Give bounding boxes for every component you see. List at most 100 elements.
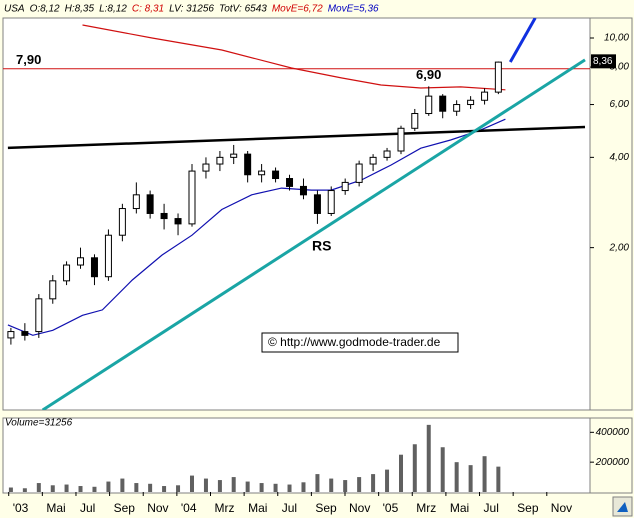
header-item: TotV: 6543 <box>219 4 267 15</box>
header: USA O:8,12 H:8,35 L:8,12 C: 8,31 LV: 31256 Tot… <box>4 4 379 15</box>
volume-bar <box>217 480 222 492</box>
volume-bar <box>399 454 404 492</box>
x-tick-label: Nov <box>147 501 168 515</box>
candle-body <box>383 150 391 158</box>
candle-body <box>90 257 98 278</box>
volume-bar <box>371 474 376 492</box>
volume-panel <box>2 417 591 494</box>
y-tick-label: 6,00 <box>610 99 630 110</box>
x-tick-label: '03 <box>13 501 29 515</box>
candle-body <box>146 194 154 214</box>
trendline <box>508 18 537 63</box>
candle-body <box>494 61 502 93</box>
candle-body <box>313 194 321 214</box>
candle-body <box>453 104 461 112</box>
x-tick-label: Mai <box>450 501 469 515</box>
volume-axis-panel <box>589 417 633 494</box>
trendline <box>41 58 586 410</box>
volume-bar <box>92 486 97 492</box>
candle-body <box>439 95 447 112</box>
y-tick-label: 4,00 <box>610 152 630 163</box>
volume-bar <box>162 486 167 492</box>
scroll-icon <box>617 502 628 512</box>
y-tick-label: 10,00 <box>604 33 629 44</box>
candle-body <box>286 178 294 187</box>
header-item: MovE=5,36 <box>328 4 379 15</box>
candle-body <box>341 181 349 192</box>
y-tick-label: 2,00 <box>609 242 630 253</box>
x-tick-label: Mrz <box>416 501 436 515</box>
moving-average <box>7 118 506 336</box>
plot-area <box>3 18 590 410</box>
y-tick-label: 8,00 <box>610 62 630 73</box>
candle-body <box>216 156 224 165</box>
candle-body <box>467 99 475 106</box>
price-axis-panel <box>589 17 633 411</box>
last-price-label: 8,36 <box>593 56 613 67</box>
x-tick-label: Sep <box>517 501 539 515</box>
x-tick-label: Nov <box>349 501 370 515</box>
header-item: H:8,35 <box>65 4 95 15</box>
candle-body <box>132 194 140 210</box>
volume-bar <box>120 478 125 492</box>
volume-bar <box>412 444 417 492</box>
candle-body <box>425 95 433 115</box>
volume-bar <box>64 484 69 492</box>
hline-label: 7,90 <box>16 52 41 67</box>
volume-bar <box>482 456 487 492</box>
volume-bar <box>385 469 390 492</box>
volume-tick-label: 200000 <box>595 457 630 468</box>
candle-body <box>77 257 85 266</box>
moving-average <box>82 24 506 91</box>
header-item: LV: 31256 <box>169 4 214 15</box>
volume-bar <box>8 487 13 492</box>
volume-bar <box>189 475 194 492</box>
x-tick-label: Sep <box>315 501 337 515</box>
copyright-box <box>261 332 459 353</box>
volume-bar <box>315 474 320 492</box>
candle-body <box>272 170 280 180</box>
candle-body <box>327 190 335 214</box>
volume-bar <box>287 484 292 492</box>
volume-bar <box>357 477 362 492</box>
level-label: 6,90 <box>416 67 441 82</box>
volume-tick-label: 400000 <box>596 427 630 438</box>
volume-bar <box>454 462 459 492</box>
copyright: © http://www.godmode-trader.de <box>268 335 441 349</box>
header-item: C: 8,31 <box>132 4 164 15</box>
x-tick-label: Jul <box>80 501 95 515</box>
candle-body <box>397 127 405 152</box>
candle-body <box>174 218 182 225</box>
volume-bar <box>245 481 250 492</box>
pattern-label: RS <box>312 238 331 254</box>
volume-bar <box>36 483 41 492</box>
header-item: MovE=6,72 <box>272 4 323 15</box>
volume-bar <box>148 483 153 492</box>
volume-bar <box>78 486 83 492</box>
header-item: O:8,12 <box>30 4 60 15</box>
candle-body <box>355 163 363 183</box>
candle-body <box>160 212 168 220</box>
x-tick-label: Nov <box>551 501 572 515</box>
candle-body <box>258 170 266 176</box>
candle-body <box>118 208 126 236</box>
candle-body <box>244 153 252 176</box>
volume-bar <box>426 424 431 492</box>
volume-bar <box>329 478 334 492</box>
volume-bar <box>259 483 264 492</box>
volume-bar <box>50 485 55 492</box>
header-item: USA <box>4 4 25 15</box>
candle-body <box>49 280 57 300</box>
volume-bar <box>134 483 139 492</box>
volume-bar <box>176 485 181 492</box>
x-tick-label: Jul <box>484 501 499 515</box>
x-tick-label: Jul <box>282 501 297 515</box>
volume-bar <box>273 483 278 492</box>
volume-bar <box>440 447 445 492</box>
volume-bar <box>22 488 27 492</box>
x-tick-label: '04 <box>181 501 197 515</box>
volume-bar <box>301 482 306 492</box>
candle-body <box>369 156 377 165</box>
x-tick-label: Mai <box>248 501 267 515</box>
